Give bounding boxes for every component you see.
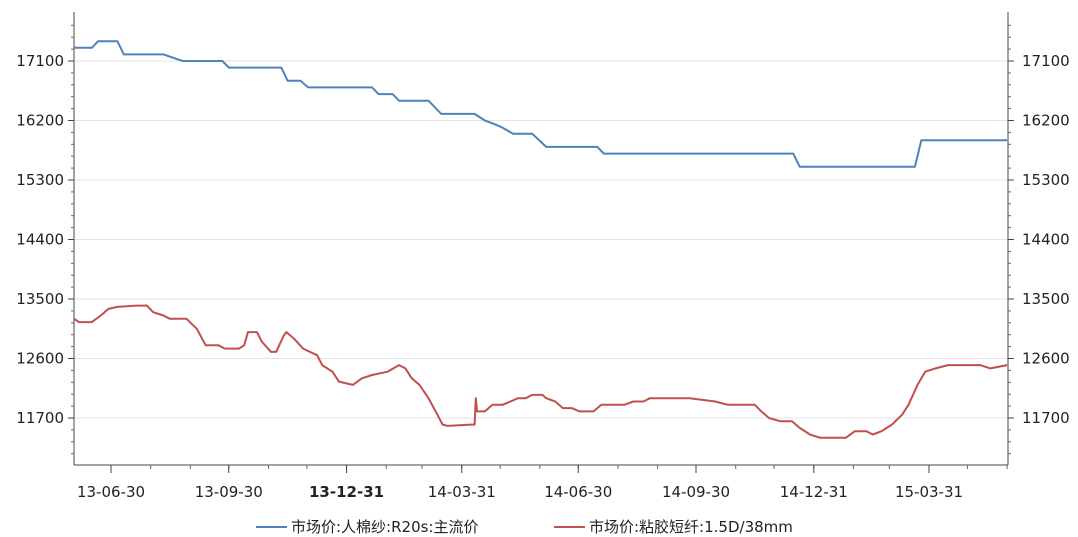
axes <box>73 12 1009 466</box>
y-tick-label-left-15300: 15300 <box>16 171 64 189</box>
y-tick-label-left-13500: 13500 <box>16 290 64 308</box>
series-line-1 <box>74 40 1008 168</box>
x-tick-label-13-09-30: 13-09-30 <box>195 483 263 501</box>
legend-label-viscose-fiber: 市场价:粘胶短纤:1.5D/38mm <box>589 518 793 536</box>
y-tick-label-right-17100: 17100 <box>1022 52 1070 70</box>
y-tick-label-left-14400: 14400 <box>16 231 64 249</box>
x-tick-label-15-03-31: 15-03-31 <box>895 483 963 501</box>
x-tick-label-13-06-30: 13-06-30 <box>77 483 145 501</box>
x-axis-ticks: 13-06-30 13-09-30 13-12-31 14-03-31 14-06-30… <box>77 465 1008 501</box>
x-tick-label-14-03-31: 14-03-31 <box>428 483 496 501</box>
legend-label-cotton-yarn: 市场价:人棉纱:R20s:主流价 <box>291 518 479 536</box>
y-tick-label-left-17100: 17100 <box>16 52 64 70</box>
gridlines <box>74 60 1008 419</box>
x-tick-label-13-12-31: 13-12-31 <box>309 483 384 501</box>
y-tick-label-right-12600: 12600 <box>1022 350 1070 368</box>
y-axis-left: 11700 12600 13500 14400 15300 16200 17100 <box>16 52 74 427</box>
x-tick-label-14-09-30: 14-09-30 <box>662 483 730 501</box>
legend-item-cotton-yarn: 市场价:人棉纱:R20s:主流价 <box>256 518 479 536</box>
legend: 市场价:人棉纱:R20s:主流价 市场价:粘胶短纤:1.5D/38mm <box>256 518 793 536</box>
y-tick-label-right-11700: 11700 <box>1022 409 1070 427</box>
x-tick-label-14-06-30: 14-06-30 <box>544 483 612 501</box>
minor-ticks <box>71 24 1011 455</box>
y-tick-label-right-13500: 13500 <box>1022 290 1070 308</box>
x-tick-label-14-12-31: 14-12-31 <box>780 483 848 501</box>
y-axis-right: 11700 12600 13500 14400 15300 16200 17100 <box>1008 52 1070 427</box>
y-tick-label-right-16200: 16200 <box>1022 112 1070 130</box>
y-tick-label-right-15300: 15300 <box>1022 171 1070 189</box>
y-tick-label-left-16200: 16200 <box>16 112 64 130</box>
y-tick-label-left-11700: 11700 <box>16 409 64 427</box>
series-line-2 <box>73 304 1008 439</box>
y-tick-label-right-14400: 14400 <box>1022 231 1070 249</box>
y-tick-label-left-12600: 12600 <box>16 350 64 368</box>
legend-item-viscose-fiber: 市场价:粘胶短纤:1.5D/38mm <box>554 518 793 536</box>
series-layer <box>73 40 1008 439</box>
